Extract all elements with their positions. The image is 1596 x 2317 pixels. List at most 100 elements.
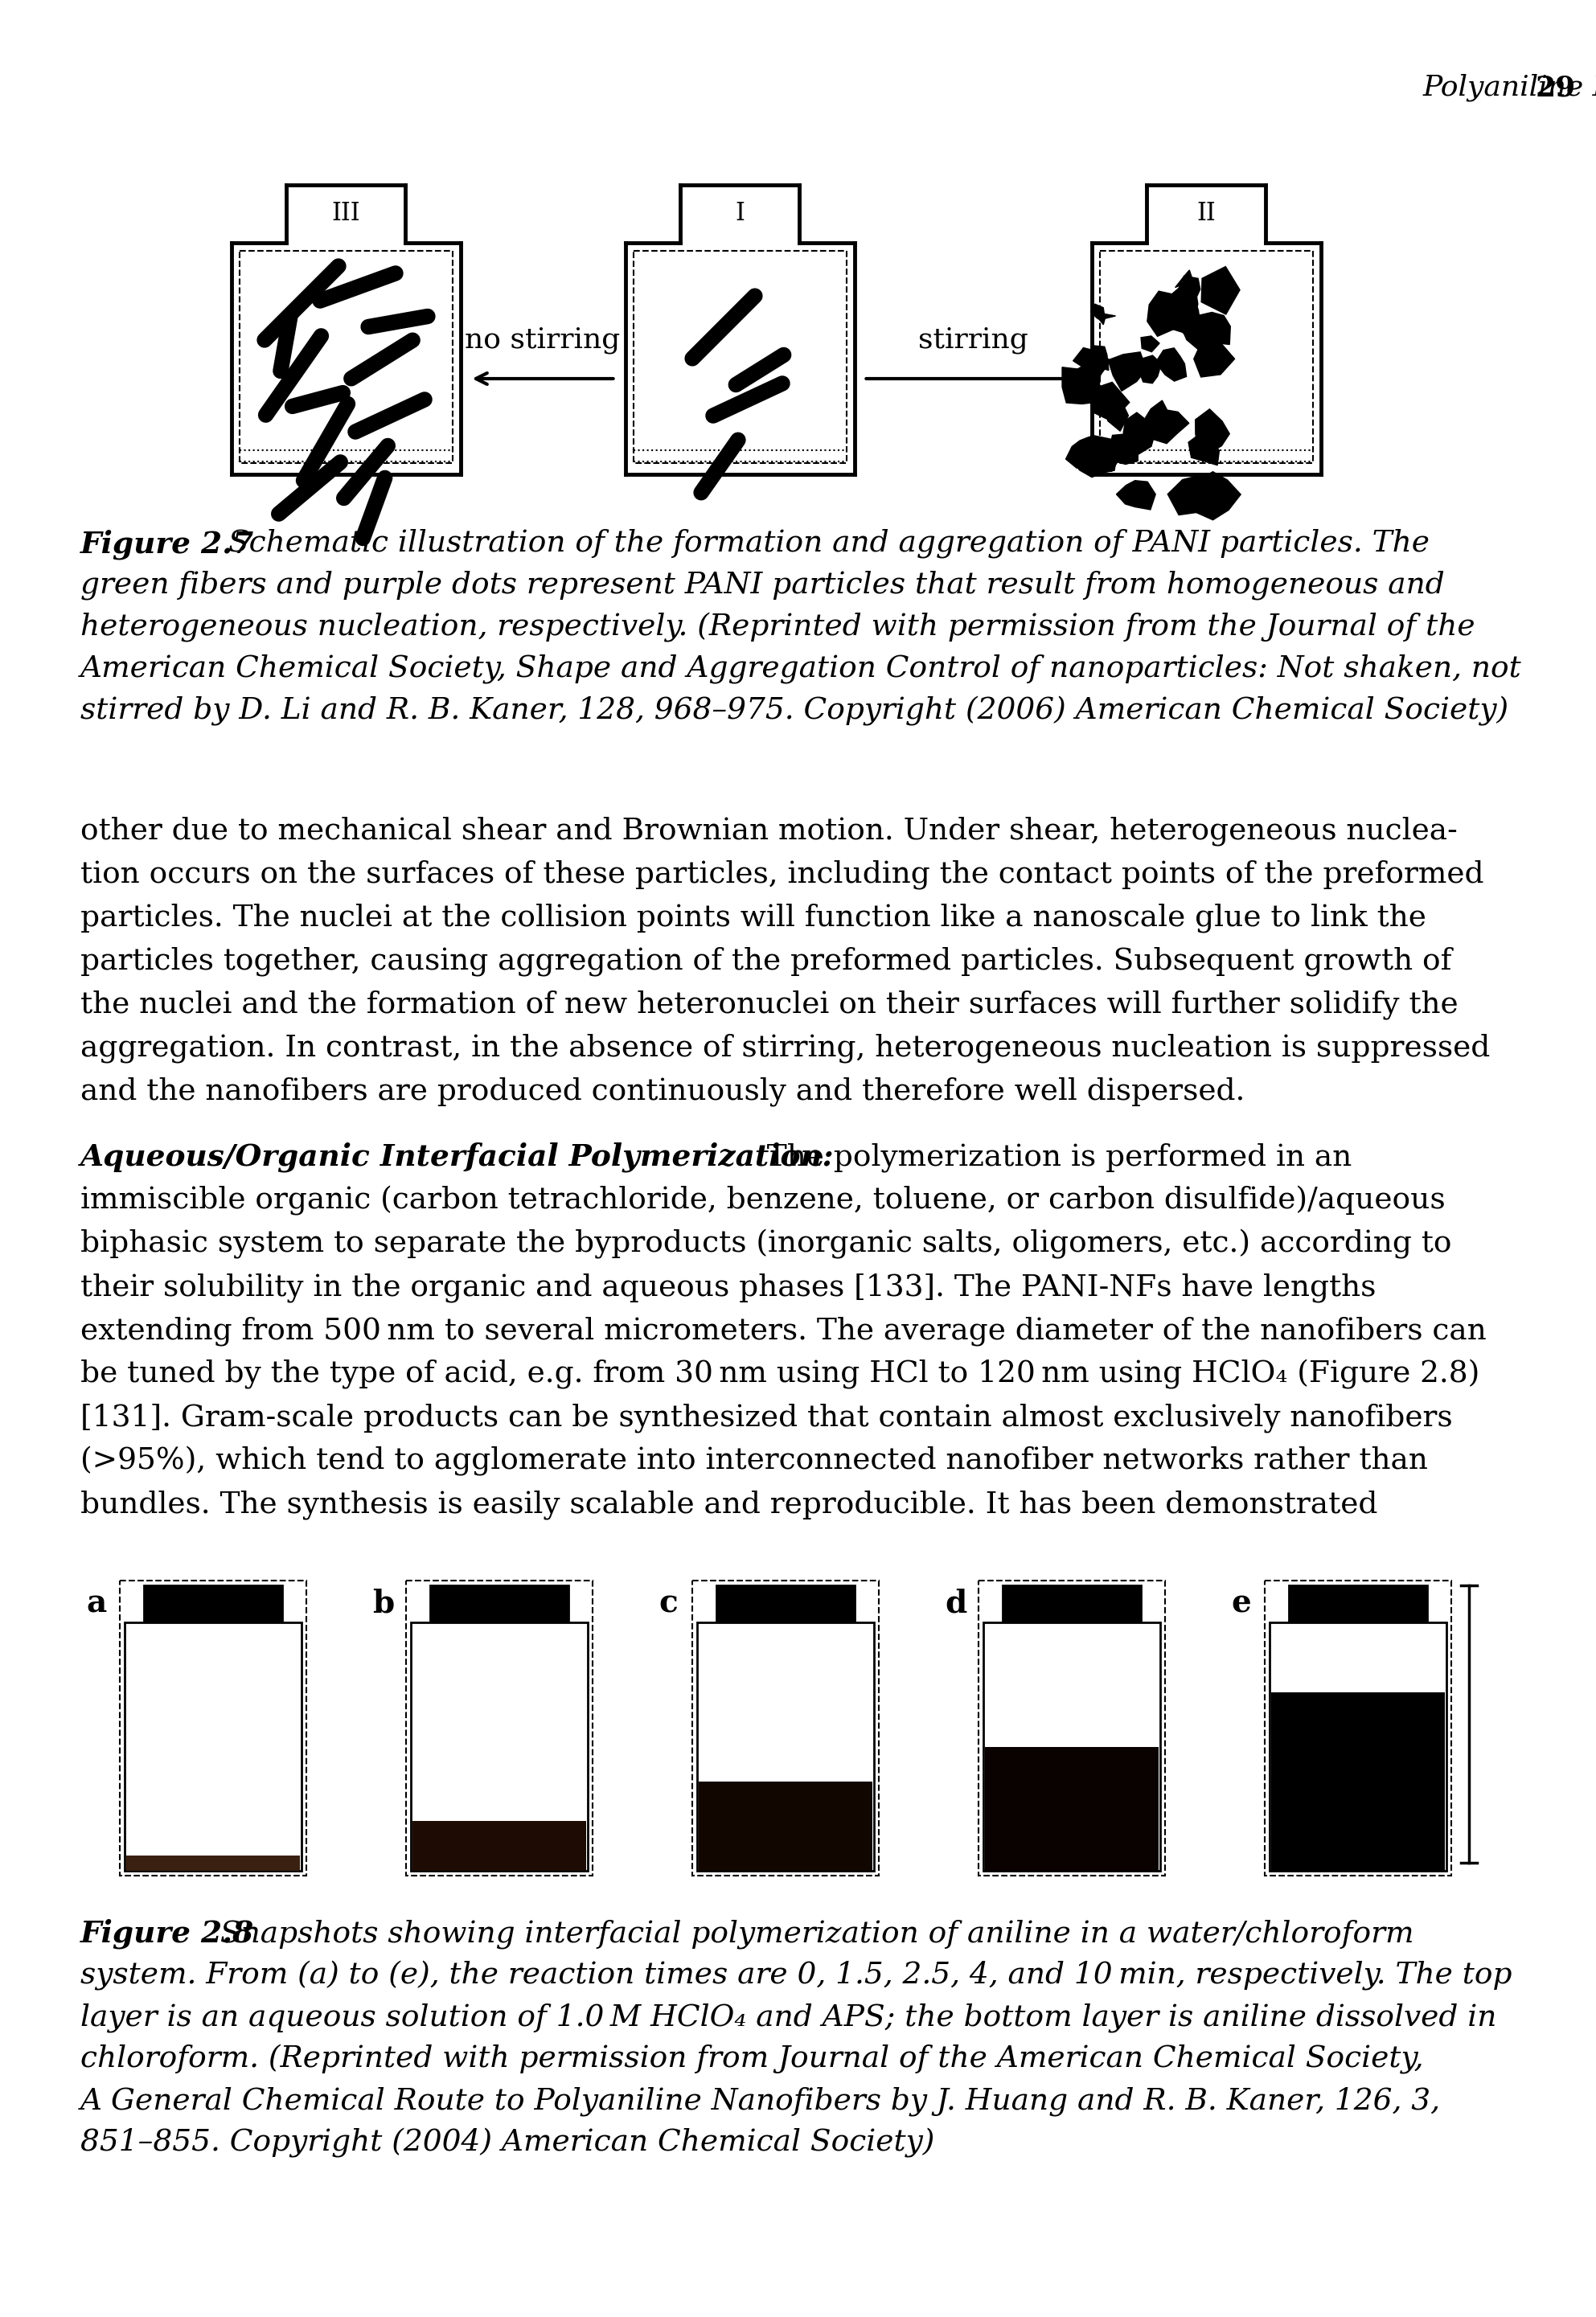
Text: a: a	[86, 1589, 107, 1620]
Polygon shape	[1074, 364, 1101, 385]
Polygon shape	[1195, 410, 1229, 452]
Polygon shape	[1171, 299, 1200, 327]
Text: particles together, causing aggregation of the preformed particles. Subsequent g: particles together, causing aggregation …	[80, 945, 1452, 975]
Polygon shape	[1194, 343, 1235, 378]
Bar	[1290, 1585, 1427, 1622]
Text: particles. The nuclei at the collision points will function like a nanoscale glu: particles. The nuclei at the collision p…	[80, 904, 1427, 931]
Polygon shape	[1175, 271, 1192, 287]
Bar	[634, 250, 846, 463]
Text: American Chemical Society, Shape and Aggregation Control of nanoparticles: Not s: American Chemical Society, Shape and Agg…	[80, 653, 1523, 684]
Polygon shape	[1162, 283, 1199, 322]
Polygon shape	[1122, 412, 1156, 456]
Text: stirred by D. Li and R. B. Kaner, 128, 968–975. Copyright (2006) American Chemic: stirred by D. Li and R. B. Kaner, 128, 9…	[80, 695, 1508, 725]
Bar	[405, 1580, 592, 1877]
Polygon shape	[1092, 345, 1109, 371]
Polygon shape	[1179, 317, 1210, 352]
Text: III: III	[332, 202, 361, 227]
Bar	[1002, 1585, 1141, 1622]
Bar	[983, 1622, 1160, 1870]
Polygon shape	[1157, 348, 1186, 382]
Bar	[1270, 1691, 1444, 1870]
Text: tion occurs on the surfaces of these particles, including the contact points of : tion occurs on the surfaces of these par…	[80, 860, 1484, 890]
Polygon shape	[1143, 401, 1173, 443]
Text: d: d	[945, 1589, 967, 1620]
Polygon shape	[1106, 399, 1128, 431]
Polygon shape	[1194, 313, 1231, 345]
Text: [131]. Gram-scale products can be synthesized that contain almost exclusively na: [131]. Gram-scale products can be synthe…	[80, 1402, 1452, 1432]
Bar	[124, 1622, 302, 1870]
Text: and the nanofibers are produced continuously and therefore well dispersed.: and the nanofibers are produced continuo…	[80, 1077, 1245, 1105]
Polygon shape	[1063, 366, 1100, 403]
Text: Schematic illustration of the formation and aggregation of PANI particles. The: Schematic illustration of the formation …	[219, 528, 1430, 558]
Text: (>95%), which tend to agglomerate into interconnected nanofiber networks rather : (>95%), which tend to agglomerate into i…	[80, 1446, 1428, 1476]
Polygon shape	[1162, 297, 1186, 320]
Polygon shape	[1173, 308, 1200, 341]
Text: chloroform. (Reprinted with permission from Journal of the American Chemical Soc: chloroform. (Reprinted with permission f…	[80, 2044, 1424, 2074]
Bar	[120, 1580, 306, 1877]
Text: Aqueous/Organic Interfacial Polymerization:: Aqueous/Organic Interfacial Polymerizati…	[80, 1142, 835, 1172]
Polygon shape	[1187, 473, 1240, 519]
Polygon shape	[1194, 480, 1235, 510]
Polygon shape	[1092, 443, 1117, 473]
Text: stirring: stirring	[918, 327, 1028, 355]
Text: be tuned by the type of acid, e.g. from 30 nm using HCl to 120 nm using HClO₄ (F: be tuned by the type of acid, e.g. from …	[80, 1360, 1479, 1390]
Polygon shape	[1073, 348, 1111, 375]
Text: The polymerization is performed in an: The polymerization is performed in an	[749, 1142, 1352, 1172]
Bar	[410, 1622, 587, 1870]
Polygon shape	[1168, 475, 1210, 514]
Text: their solubility in the organic and aqueous phases [133]. The PANI-NFs have leng: their solubility in the organic and aque…	[80, 1272, 1376, 1302]
Polygon shape	[1109, 433, 1141, 463]
Text: other due to mechanical shear and Brownian motion. Under shear, heterogeneous nu: other due to mechanical shear and Browni…	[80, 816, 1457, 846]
Bar	[412, 1821, 586, 1870]
Text: aggregation. In contrast, in the absence of stirring, heterogeneous nucleation i: aggregation. In contrast, in the absence…	[80, 1033, 1491, 1064]
Polygon shape	[1071, 436, 1114, 477]
Polygon shape	[1178, 276, 1200, 297]
Text: immiscible organic (carbon tetrachloride, benzene, toluene, or carbon disulfide): immiscible organic (carbon tetrachloride…	[80, 1186, 1446, 1216]
Text: Figure 2.8: Figure 2.8	[80, 1918, 254, 1949]
Bar	[697, 1622, 875, 1870]
Text: extending from 500 nm to several micrometers. The average diameter of the nanofi: extending from 500 nm to several microme…	[80, 1316, 1486, 1346]
Text: e: e	[1231, 1589, 1251, 1620]
Bar	[429, 1585, 568, 1622]
Polygon shape	[1095, 447, 1119, 470]
Text: Figure 2.7: Figure 2.7	[80, 528, 254, 558]
Text: the nuclei and the formation of new heteronuclei on their surfaces will further : the nuclei and the formation of new hete…	[80, 989, 1459, 1019]
Polygon shape	[1108, 352, 1146, 392]
Bar	[978, 1580, 1165, 1877]
Text: b: b	[372, 1589, 394, 1620]
Polygon shape	[1189, 433, 1219, 466]
Text: Snapshots showing interfacial polymerization of aniline in a water/chloroform: Snapshots showing interfacial polymeriza…	[211, 1918, 1414, 1949]
Polygon shape	[1141, 336, 1159, 352]
Text: Polyaniline Nanostructures: Polyaniline Nanostructures	[1424, 74, 1596, 102]
Polygon shape	[1202, 266, 1240, 315]
Text: bundles. The synthesis is easily scalable and reproducible. It has been demonstr: bundles. The synthesis is easily scalabl…	[80, 1490, 1377, 1520]
Bar	[239, 250, 452, 463]
Polygon shape	[1148, 292, 1192, 336]
Text: heterogeneous nucleation, respectively. (Reprinted with permission from the Jour: heterogeneous nucleation, respectively. …	[80, 612, 1475, 642]
Text: I: I	[734, 202, 744, 227]
Text: II: II	[1197, 202, 1216, 227]
Polygon shape	[1066, 438, 1104, 468]
Polygon shape	[1088, 382, 1130, 422]
Polygon shape	[1140, 355, 1160, 382]
Text: green fibers and purple dots represent PANI particles that result from homogeneo: green fibers and purple dots represent P…	[80, 570, 1444, 600]
Text: layer is an aqueous solution of 1.0 M HClO₄ and APS; the bottom layer is aniline: layer is an aqueous solution of 1.0 M HC…	[80, 2002, 1497, 2032]
Bar	[1100, 250, 1312, 463]
Polygon shape	[1141, 412, 1173, 440]
Text: 851–855. Copyright (2004) American Chemical Society): 851–855. Copyright (2004) American Chemi…	[80, 2127, 935, 2157]
Text: biphasic system to separate the byproducts (inorganic salts, oligomers, etc.) ac: biphasic system to separate the byproduc…	[80, 1230, 1452, 1258]
Polygon shape	[1116, 480, 1156, 510]
Text: no stirring: no stirring	[464, 327, 621, 355]
Polygon shape	[1085, 443, 1111, 468]
Text: system. From (a) to (e), the reaction times are 0, 1.5, 2.5, 4, and 10 min, resp: system. From (a) to (e), the reaction ti…	[80, 1960, 1511, 1990]
Text: A General Chemical Route to Polyaniline Nanofibers by J. Huang and R. B. Kaner, : A General Chemical Route to Polyaniline …	[80, 2085, 1441, 2115]
Bar	[699, 1782, 873, 1870]
Text: 29: 29	[1535, 74, 1575, 102]
Bar	[144, 1585, 282, 1622]
Polygon shape	[1090, 304, 1116, 324]
Bar	[126, 1856, 300, 1870]
Bar	[693, 1580, 879, 1877]
Polygon shape	[1148, 410, 1189, 443]
Bar	[1264, 1580, 1452, 1877]
Bar	[1269, 1622, 1446, 1870]
